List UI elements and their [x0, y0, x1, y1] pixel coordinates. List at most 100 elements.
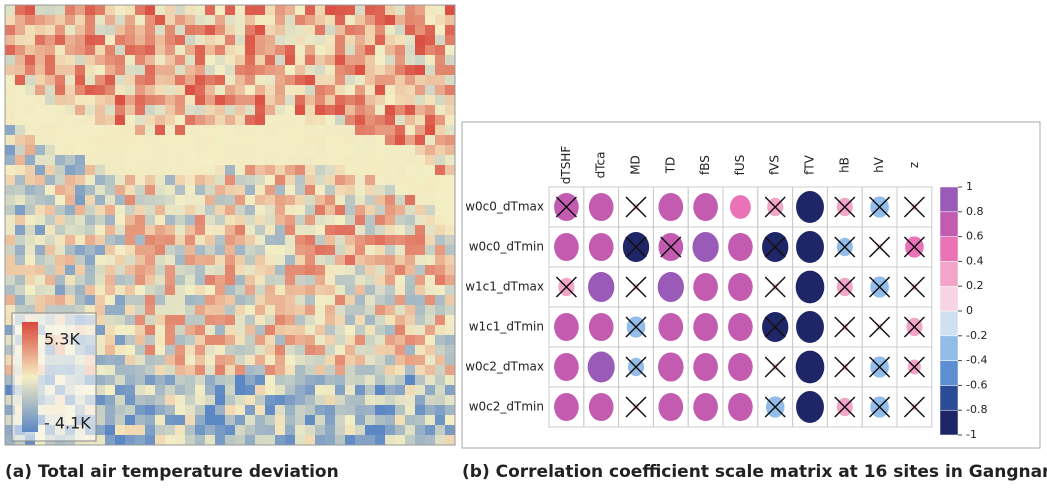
- map-texture: [95, 145, 105, 155]
- map-texture: [285, 275, 295, 285]
- map-texture: [85, 215, 95, 225]
- map-texture: [225, 145, 235, 155]
- map-texture: [295, 45, 305, 55]
- map-texture: [425, 385, 435, 395]
- map-texture: [405, 365, 415, 375]
- map-texture: [25, 285, 35, 295]
- map-texture: [205, 425, 215, 435]
- map-texture: [415, 235, 425, 245]
- map-texture: [65, 255, 75, 265]
- map-texture: [355, 15, 365, 25]
- map-texture: [105, 205, 115, 215]
- map-texture: [295, 145, 305, 155]
- map-texture: [75, 215, 85, 225]
- map-texture: [135, 145, 145, 155]
- map-texture: [5, 45, 15, 55]
- map-texture: [205, 135, 215, 145]
- map-texture: [395, 5, 405, 15]
- map-texture: [125, 205, 135, 215]
- map-texture: [35, 135, 45, 145]
- map-texture: [365, 65, 375, 75]
- map-texture: [175, 155, 185, 165]
- map-texture: [395, 65, 405, 75]
- map-texture: [375, 25, 385, 35]
- map-texture: [5, 55, 15, 65]
- map-texture: [5, 155, 15, 165]
- map-texture: [45, 95, 55, 105]
- map-texture: [65, 65, 75, 75]
- map-texture: [145, 195, 155, 205]
- map-texture: [95, 165, 105, 175]
- map-texture: [245, 135, 255, 145]
- map-texture: [15, 255, 25, 265]
- map-texture: [215, 265, 225, 275]
- map-texture: [45, 215, 55, 225]
- map-texture: [55, 155, 65, 165]
- map-texture: [325, 45, 335, 55]
- map-texture: [25, 105, 35, 115]
- map-texture: [155, 115, 165, 125]
- map-texture: [55, 285, 65, 295]
- map-texture: [135, 215, 145, 225]
- map-texture: [155, 425, 165, 435]
- map-texture: [65, 235, 75, 245]
- map-texture: [395, 165, 405, 175]
- map-texture: [275, 395, 285, 405]
- map-texture: [25, 155, 35, 165]
- map-texture: [275, 425, 285, 435]
- map-texture: [365, 195, 375, 205]
- map-texture: [55, 245, 65, 255]
- map-texture: [105, 115, 115, 125]
- map-texture: [95, 155, 105, 165]
- map-texture: [385, 65, 395, 75]
- map-texture: [415, 415, 425, 425]
- map-texture: [375, 345, 385, 355]
- map-texture: [345, 195, 355, 205]
- map-texture: [445, 5, 455, 15]
- map-texture: [415, 15, 425, 25]
- map-texture: [265, 275, 275, 285]
- map-texture: [295, 385, 305, 395]
- map-texture: [225, 225, 235, 235]
- map-texture: [295, 245, 305, 255]
- map-texture: [25, 135, 35, 145]
- map-texture: [335, 65, 345, 75]
- row-label: w1c1_dTmax: [465, 280, 544, 294]
- map-texture: [15, 225, 25, 235]
- map-texture: [285, 75, 295, 85]
- map-texture: [315, 335, 325, 345]
- map-texture: [145, 265, 155, 275]
- map-texture: [305, 375, 315, 385]
- map-texture: [325, 425, 335, 435]
- map-texture: [235, 405, 245, 415]
- map-texture: [435, 195, 445, 205]
- map-texture: [225, 135, 235, 145]
- map-texture: [355, 295, 365, 305]
- map-texture: [175, 365, 185, 375]
- map-texture: [295, 415, 305, 425]
- map-texture: [245, 85, 255, 95]
- map-texture: [305, 385, 315, 395]
- map-texture: [55, 55, 65, 65]
- map-texture: [95, 75, 105, 85]
- map-texture: [165, 245, 175, 255]
- map-texture: [345, 265, 355, 275]
- map-texture: [305, 285, 315, 295]
- map-texture: [315, 55, 325, 65]
- row-label: w1c1_dTmin: [469, 320, 544, 334]
- map-texture: [225, 375, 235, 385]
- map-texture: [5, 145, 15, 155]
- map-texture: [185, 275, 195, 285]
- map-texture: [225, 75, 235, 85]
- map-texture: [175, 135, 185, 145]
- map-texture: [165, 195, 175, 205]
- map-texture: [395, 25, 405, 35]
- map-texture: [245, 435, 255, 445]
- map-texture: [75, 255, 85, 265]
- map-texture: [195, 5, 205, 15]
- map-texture: [415, 165, 425, 175]
- map-texture: [165, 5, 175, 15]
- map-texture: [95, 265, 105, 275]
- map-texture: [65, 295, 75, 305]
- map-texture: [255, 5, 265, 15]
